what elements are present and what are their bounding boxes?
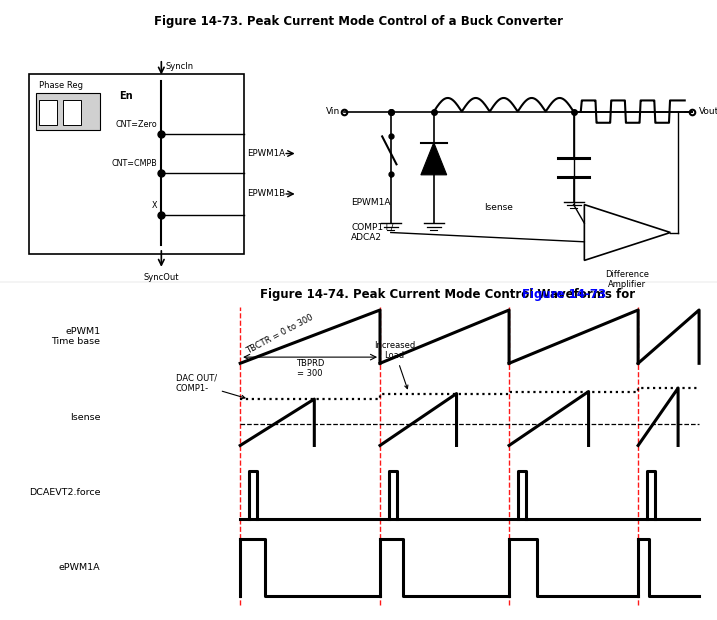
Text: EPWM1A: EPWM1A	[247, 149, 285, 158]
Text: CNT=Zero: CNT=Zero	[116, 120, 158, 129]
Text: Vout: Vout	[699, 107, 717, 116]
Bar	[39, 100, 57, 125]
Text: DAC OUT/
COMP1-: DAC OUT/ COMP1-	[176, 374, 245, 399]
Polygon shape	[421, 143, 447, 175]
Text: TBCTR = 0 to 300: TBCTR = 0 to 300	[244, 313, 315, 356]
Text: COMP1+/
ADCA2: COMP1+/ ADCA2	[351, 223, 394, 242]
Text: Figure 14-73: Figure 14-73	[522, 288, 606, 301]
Bar	[36, 93, 100, 130]
Text: Vin: Vin	[326, 107, 341, 116]
Text: TBPRD
= 300: TBPRD = 300	[296, 359, 324, 378]
Text: Isense: Isense	[484, 203, 513, 212]
Text: EPWM1A: EPWM1A	[351, 198, 391, 208]
Bar	[29, 74, 244, 254]
Text: DCAEVT2.force: DCAEVT2.force	[29, 489, 100, 497]
Text: Figure 14-74. Peak Current Mode Control Waveforms for Figure 14-73: Figure 14-74. Peak Current Mode Control …	[127, 288, 590, 301]
Text: Increased
Load: Increased Load	[374, 341, 415, 389]
Text: EPWM1B: EPWM1B	[247, 190, 285, 198]
Text: ePWM1A: ePWM1A	[59, 563, 100, 572]
Text: Phase Reg: Phase Reg	[39, 81, 83, 90]
Text: Figure 14-74. Peak Current Mode Control Waveforms for: Figure 14-74. Peak Current Mode Control …	[260, 288, 639, 301]
Text: Isense: Isense	[70, 413, 100, 422]
Text: SyncIn: SyncIn	[165, 62, 194, 71]
Text: X: X	[152, 201, 158, 210]
Text: Difference
Amplifier: Difference Amplifier	[605, 270, 650, 289]
Text: En: En	[118, 91, 133, 101]
Text: Figure 14-73. Peak Current Mode Control of a Buck Converter: Figure 14-73. Peak Current Mode Control …	[154, 16, 563, 29]
Text: CNT=CMPB: CNT=CMPB	[112, 159, 158, 169]
Text: ePWM1
Time base: ePWM1 Time base	[52, 327, 100, 347]
Bar	[63, 100, 81, 125]
Text: SyncOut: SyncOut	[143, 273, 179, 282]
